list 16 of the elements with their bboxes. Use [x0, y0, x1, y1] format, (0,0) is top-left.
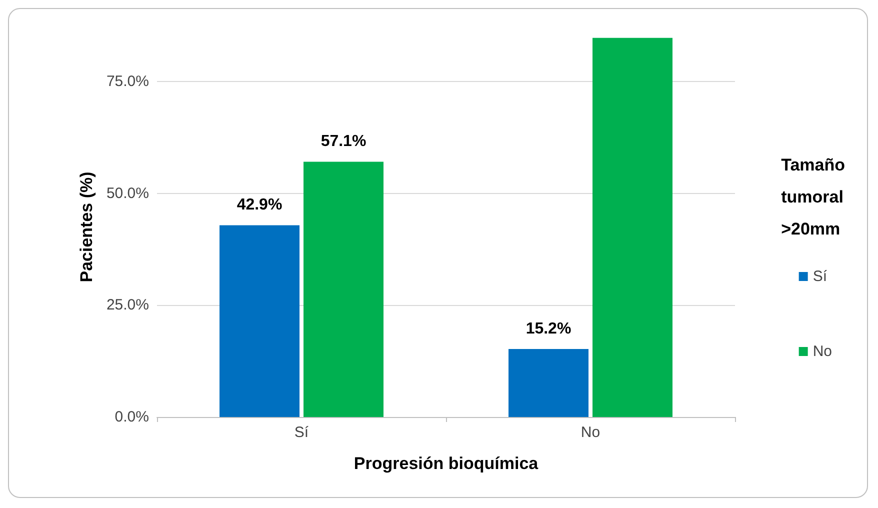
legend-label: Sí [812, 268, 828, 285]
y-tick-label: 75.0% [106, 73, 149, 90]
y-axis-title: Pacientes (%) [77, 172, 96, 282]
legend-label: No [812, 343, 832, 360]
y-tick-label: 25.0% [106, 296, 149, 314]
bar [220, 225, 300, 417]
bar [508, 349, 588, 417]
y-tick-label: 50.0% [106, 184, 149, 202]
data-label: 42.9% [236, 196, 282, 214]
bar [592, 38, 672, 417]
x-axis-title: Progresión bioquímica [354, 454, 539, 473]
legend-title: Tamaño tumoral >20mm [781, 156, 846, 238]
data-label: 57.1% [320, 133, 366, 150]
data-label: 15.2% [526, 320, 572, 338]
y-tick-label: 0.0% [114, 408, 149, 426]
bar [304, 162, 384, 417]
